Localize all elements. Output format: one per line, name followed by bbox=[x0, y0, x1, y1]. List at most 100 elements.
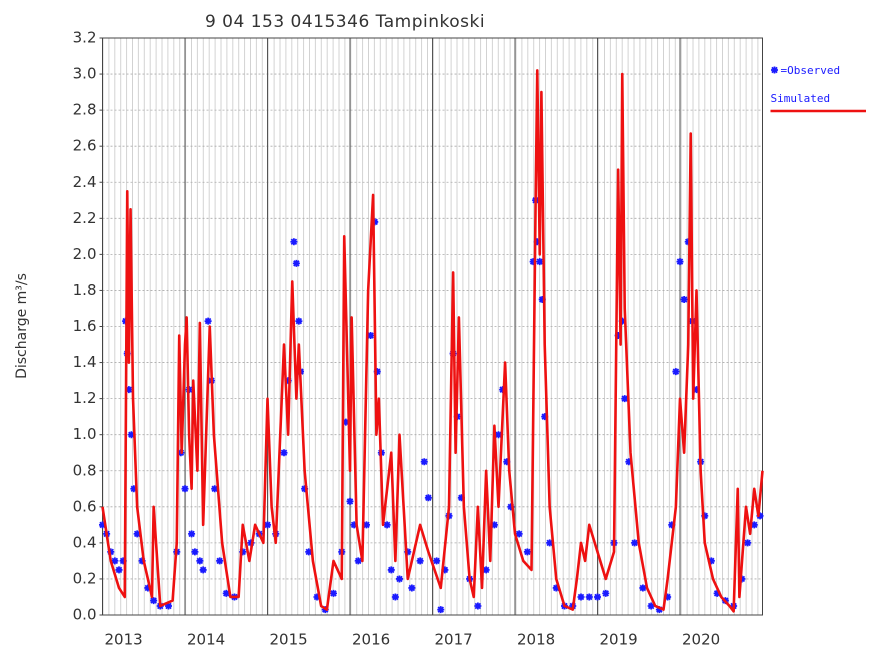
observed-point bbox=[441, 566, 449, 574]
observed-point bbox=[99, 521, 106, 529]
observed-point bbox=[342, 418, 350, 426]
observed-point bbox=[295, 317, 303, 325]
y-axis-label: Discharge m³/s bbox=[14, 273, 30, 379]
observed-point bbox=[538, 295, 546, 303]
observed-point bbox=[408, 584, 416, 592]
observed-point bbox=[424, 494, 432, 502]
observed-point bbox=[655, 606, 663, 614]
observed-point bbox=[363, 521, 370, 529]
x-tick-label: 2015 bbox=[270, 631, 308, 649]
observed-point bbox=[495, 431, 502, 439]
x-tick-label: 2014 bbox=[187, 631, 225, 649]
observed-point bbox=[367, 332, 375, 340]
observed-point bbox=[216, 557, 224, 565]
observed-point bbox=[191, 548, 199, 556]
observed-point bbox=[313, 593, 321, 601]
observed-point bbox=[125, 386, 133, 394]
observed-point bbox=[196, 557, 204, 565]
chart-title: 9 04 153 0415346 Tampinkoski bbox=[205, 12, 485, 32]
observed-point bbox=[515, 530, 523, 538]
observed-point bbox=[264, 521, 271, 529]
y-tick-label: 2.0 bbox=[73, 245, 97, 263]
observed-point bbox=[602, 589, 610, 597]
legend-marker bbox=[771, 66, 778, 74]
y-tick-label: 1.6 bbox=[73, 317, 97, 335]
observed-point bbox=[621, 395, 629, 403]
x-tick-label: 2019 bbox=[600, 631, 638, 649]
observed-point bbox=[546, 539, 554, 547]
observed-point bbox=[707, 557, 715, 565]
observed-point bbox=[647, 602, 655, 610]
observed-point bbox=[536, 258, 544, 266]
observed-point bbox=[107, 548, 115, 556]
y-tick-label: 1.4 bbox=[73, 353, 97, 371]
observed-point bbox=[239, 548, 247, 556]
observed-point bbox=[533, 238, 541, 246]
observed-point bbox=[614, 332, 622, 340]
observed-point bbox=[211, 485, 219, 493]
observed-point bbox=[188, 530, 196, 538]
y-tick-label: 2.8 bbox=[73, 101, 97, 119]
observed-point bbox=[507, 503, 515, 511]
observed-point bbox=[631, 539, 639, 547]
observed-point bbox=[127, 431, 135, 439]
observed-point bbox=[474, 602, 482, 610]
observed-point bbox=[713, 589, 721, 597]
observed-point bbox=[350, 521, 358, 529]
observed-point bbox=[457, 494, 465, 502]
y-tick-label: 3.2 bbox=[73, 29, 97, 47]
observed-point bbox=[664, 593, 672, 601]
observed-point bbox=[330, 589, 337, 597]
observed-point bbox=[222, 589, 230, 597]
observed-point bbox=[541, 413, 549, 421]
observed-point bbox=[756, 512, 764, 520]
x-tick-label: 2017 bbox=[435, 631, 473, 649]
observed-point bbox=[433, 557, 441, 565]
x-tick-label: 2016 bbox=[352, 631, 390, 649]
observed-point bbox=[354, 557, 362, 565]
legend-label: =Observed bbox=[781, 64, 841, 77]
observed-point bbox=[701, 512, 709, 520]
observed-point bbox=[301, 485, 309, 493]
observed-point bbox=[420, 458, 428, 466]
observed-point bbox=[639, 584, 647, 592]
legend-label: Simulated bbox=[771, 92, 831, 105]
observed-point bbox=[693, 386, 700, 394]
observed-point bbox=[144, 584, 152, 592]
y-tick-label: 0.4 bbox=[73, 533, 97, 551]
observed-point bbox=[133, 530, 141, 538]
y-tick-label: 2.4 bbox=[73, 173, 97, 191]
observed-point bbox=[138, 557, 146, 565]
observed-point bbox=[111, 557, 119, 565]
observed-point bbox=[552, 584, 560, 592]
observed-point bbox=[585, 593, 593, 601]
plot-frame bbox=[102, 37, 763, 616]
observed-point bbox=[204, 317, 212, 325]
observed-point bbox=[119, 557, 127, 565]
observed-point bbox=[437, 606, 445, 614]
observed-point bbox=[373, 368, 381, 376]
observed-point bbox=[625, 458, 633, 466]
observed-point bbox=[416, 557, 424, 565]
observed-point bbox=[290, 238, 298, 246]
y-tick-label: 3.0 bbox=[73, 65, 97, 83]
y-tick-label: 2.6 bbox=[73, 137, 97, 155]
observed-point bbox=[305, 548, 313, 556]
observed-point bbox=[680, 295, 688, 303]
observed-point bbox=[383, 521, 391, 529]
y-tick-label: 0.6 bbox=[73, 497, 97, 515]
observed-point bbox=[618, 317, 626, 325]
y-tick-label: 1.2 bbox=[73, 389, 97, 407]
observed-point bbox=[404, 548, 412, 556]
observed-point bbox=[284, 377, 292, 385]
observed-point bbox=[130, 485, 138, 493]
observed-point bbox=[503, 458, 511, 466]
y-tick-label: 1.8 bbox=[73, 281, 97, 299]
x-tick-label: 2013 bbox=[105, 631, 143, 649]
y-tick-label: 2.2 bbox=[73, 209, 97, 227]
y-tick-label: 0.0 bbox=[73, 606, 97, 624]
observed-point bbox=[280, 449, 288, 457]
observed-point bbox=[292, 259, 300, 267]
